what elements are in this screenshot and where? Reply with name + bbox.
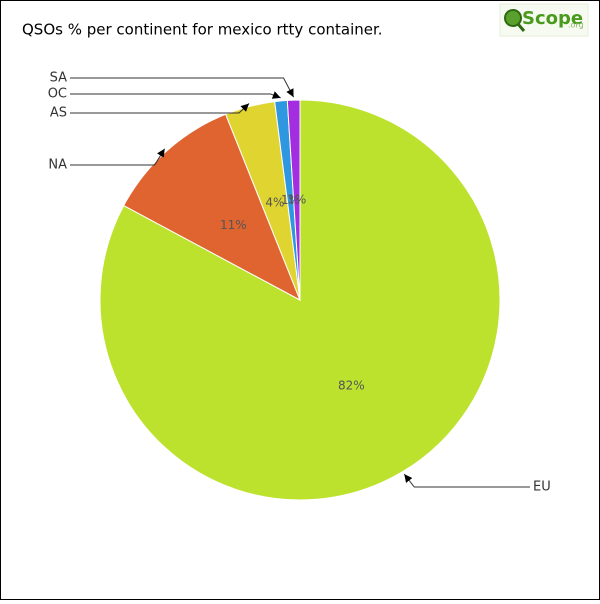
slice-value-label: 82% bbox=[338, 378, 365, 392]
logo-icon bbox=[516, 23, 526, 32]
category-label: EU bbox=[533, 480, 551, 495]
leader-line bbox=[70, 103, 250, 114]
logo-text: Scope bbox=[522, 8, 583, 29]
slice-value-label: 4% bbox=[265, 196, 284, 210]
slice-value-label: 1% bbox=[287, 193, 306, 207]
category-label: NA bbox=[48, 158, 67, 173]
leader-line bbox=[403, 473, 530, 488]
leader-line bbox=[70, 148, 166, 166]
pie-slice bbox=[286, 99, 301, 301]
leader-line bbox=[70, 77, 295, 98]
logo-suffix: .org bbox=[568, 21, 584, 30]
category-label: OC bbox=[48, 87, 67, 102]
logo-icon bbox=[504, 9, 522, 27]
category-label: AS bbox=[50, 106, 67, 121]
logo: Scope .org bbox=[499, 3, 589, 37]
chart-title: QSOs % per continent for mexico rtty con… bbox=[22, 21, 383, 39]
slice-value-label: 1% bbox=[281, 193, 300, 207]
slice-value-label: 11% bbox=[220, 218, 247, 232]
pie-slice bbox=[123, 113, 301, 302]
category-label: SA bbox=[50, 71, 67, 86]
leader-line bbox=[70, 91, 281, 99]
